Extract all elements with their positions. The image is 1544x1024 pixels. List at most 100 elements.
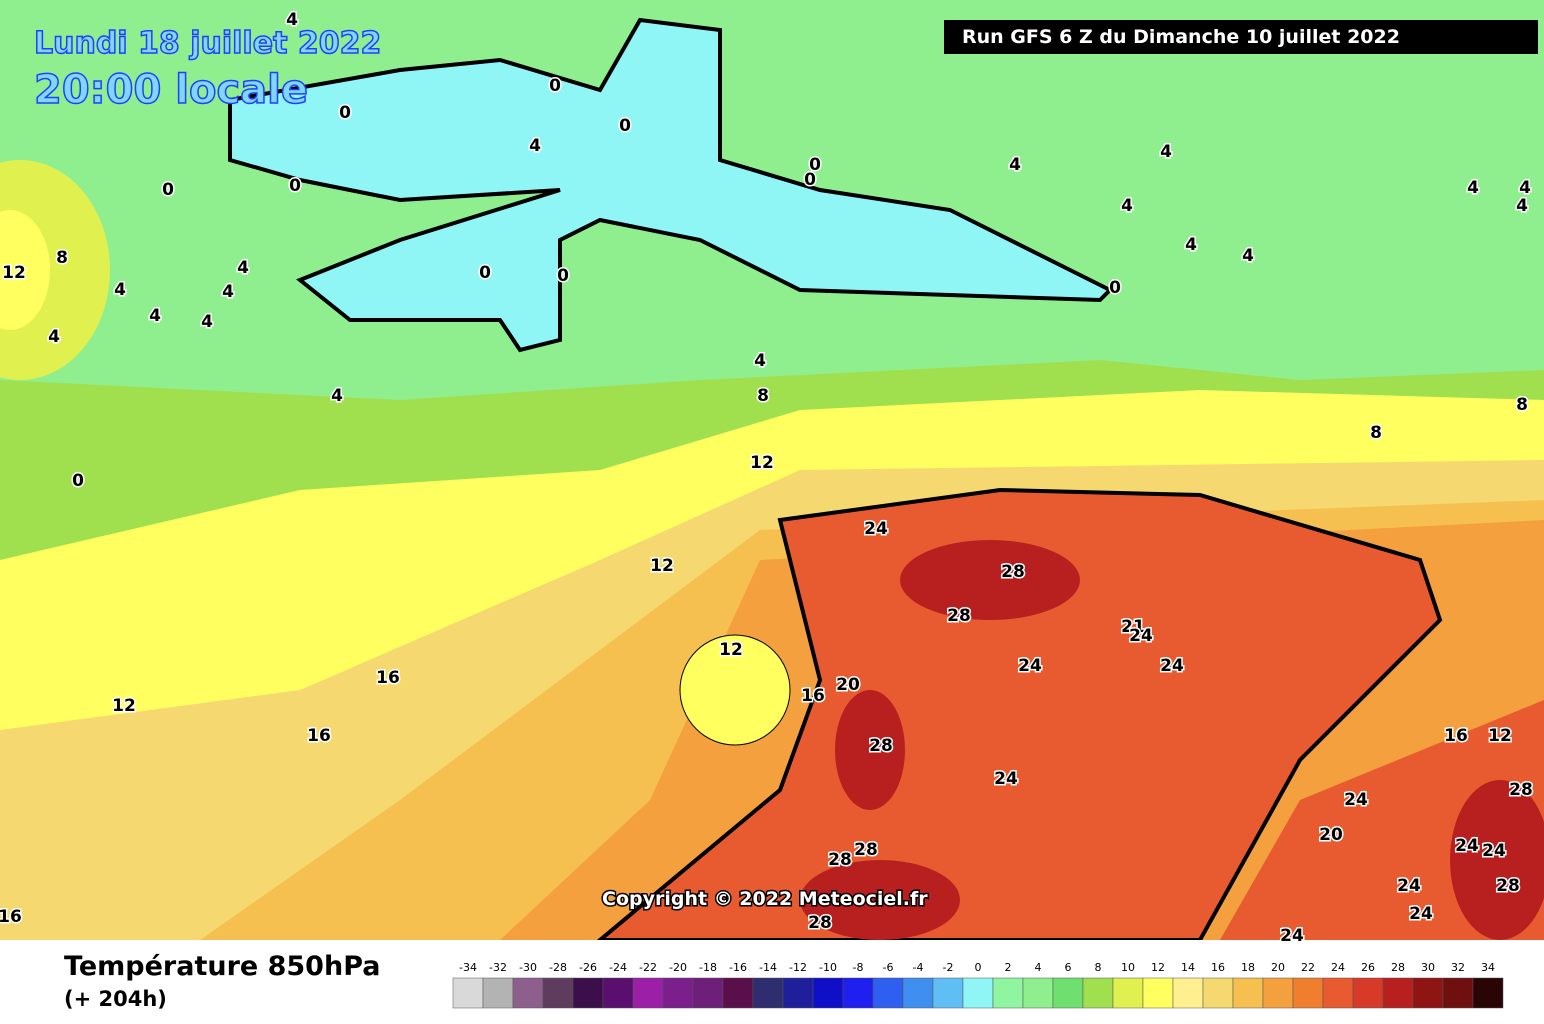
contour-label: 4 xyxy=(1467,178,1479,198)
color-tick-label: 6 xyxy=(1065,961,1072,974)
color-box xyxy=(932,977,964,1009)
color-box xyxy=(1352,977,1384,1009)
color-box xyxy=(962,977,994,1009)
color-box xyxy=(692,977,724,1009)
contour-label: 4 xyxy=(1516,196,1528,216)
contour-label: 16 xyxy=(1444,726,1468,746)
color-box xyxy=(512,977,544,1009)
color-tick-label: -30 xyxy=(519,961,537,974)
contour-label: 24 xyxy=(1160,656,1184,676)
color-box xyxy=(722,977,754,1009)
color-tick-label: 12 xyxy=(1151,961,1165,974)
color-box xyxy=(842,977,874,1009)
contour-label: 21 xyxy=(1121,617,1145,637)
contour-label: 12 xyxy=(2,263,26,283)
contour-label: 4 xyxy=(1185,235,1197,255)
contour-label: 0 xyxy=(557,266,569,286)
color-tick-label: -34 xyxy=(459,961,477,974)
color-tick-label: -6 xyxy=(883,961,894,974)
contour-label: 0 xyxy=(339,103,351,123)
color-tick-label: -20 xyxy=(669,961,687,974)
contour-label: 0 xyxy=(162,180,174,200)
color-tick-label: 0 xyxy=(975,961,982,974)
color-tick-label: 30 xyxy=(1421,961,1435,974)
contour-label: 16 xyxy=(801,686,825,706)
color-box xyxy=(1232,977,1264,1009)
color-tick-label: 4 xyxy=(1035,961,1042,974)
contour-label: 28 xyxy=(808,913,832,933)
color-tick-label: 24 xyxy=(1331,961,1345,974)
color-tick-label: -16 xyxy=(729,961,747,974)
color-box xyxy=(1292,977,1324,1009)
color-box xyxy=(1082,977,1114,1009)
contour-label: 28 xyxy=(1001,562,1025,582)
contour-label: 16 xyxy=(376,668,400,688)
color-box xyxy=(1322,977,1354,1009)
contour-label: 28 xyxy=(1496,876,1520,896)
color-box xyxy=(782,977,814,1009)
contour-label: 16 xyxy=(0,907,22,927)
contour-label: 4 xyxy=(1160,142,1172,162)
color-box xyxy=(872,977,904,1009)
color-tick-label: -14 xyxy=(759,961,777,974)
color-box xyxy=(812,977,844,1009)
color-tick-label: -24 xyxy=(609,961,627,974)
contour-label: 4 xyxy=(1009,155,1021,175)
color-tick-label: -32 xyxy=(489,961,507,974)
color-box xyxy=(1442,977,1474,1009)
color-tick-label: -28 xyxy=(549,961,567,974)
color-tick-label: 32 xyxy=(1451,961,1465,974)
color-tick-label: -4 xyxy=(913,961,924,974)
contour-label: 8 xyxy=(757,386,769,406)
color-box xyxy=(572,977,604,1009)
contour-label: 0 xyxy=(1109,278,1121,298)
color-box xyxy=(1022,977,1054,1009)
color-tick-label: 10 xyxy=(1121,961,1135,974)
contour-label: 4 xyxy=(114,280,126,300)
color-tick-label: -26 xyxy=(579,961,597,974)
contour-label: 28 xyxy=(947,606,971,626)
contour-label: 24 xyxy=(1397,876,1421,896)
contour-label: 28 xyxy=(854,840,878,860)
run-banner xyxy=(944,20,1538,54)
valid-time: 20:00 locale xyxy=(34,67,308,113)
legend-title: Température 850hPa xyxy=(64,951,380,982)
color-tick-label: -12 xyxy=(789,961,807,974)
color-tick-label: 2 xyxy=(1005,961,1012,974)
contour-label: 4 xyxy=(529,136,541,156)
color-tick-label: 28 xyxy=(1391,961,1405,974)
color-box xyxy=(482,977,514,1009)
contour-label: 28 xyxy=(828,850,852,870)
contour-label: 0 xyxy=(72,471,84,491)
run-info: Run GFS 6 Z du Dimanche 10 juillet 2022 xyxy=(962,26,1400,48)
contour-label: 12 xyxy=(750,453,774,473)
contour-label: 4 xyxy=(286,10,298,30)
contour-label: 0 xyxy=(289,176,301,196)
contour-label: 12 xyxy=(1488,726,1512,746)
color-tick-label: 16 xyxy=(1211,961,1225,974)
contour-label: 4 xyxy=(331,386,343,406)
contour-label: 0 xyxy=(479,263,491,283)
contour-label: 4 xyxy=(201,312,213,332)
contour-label: 4 xyxy=(1121,196,1133,216)
color-box xyxy=(1172,977,1204,1009)
color-box xyxy=(902,977,934,1009)
contour-label: 28 xyxy=(1509,780,1533,800)
contour-label: 8 xyxy=(1370,423,1382,443)
contour-label: 20 xyxy=(1319,825,1343,845)
contour-label: 24 xyxy=(1280,926,1304,946)
contour-label: 24 xyxy=(1129,626,1153,646)
contour-label: 4 xyxy=(222,282,234,302)
color-box xyxy=(752,977,784,1009)
color-box xyxy=(1142,977,1174,1009)
color-tick-label: -10 xyxy=(819,961,837,974)
color-tick-label: 34 xyxy=(1481,961,1495,974)
contour-label: 12 xyxy=(650,556,674,576)
contour-label: 20 xyxy=(836,675,860,695)
color-box xyxy=(1202,977,1234,1009)
map-background xyxy=(0,0,1544,942)
contour-label: 8 xyxy=(1516,395,1528,415)
color-box xyxy=(542,977,574,1009)
